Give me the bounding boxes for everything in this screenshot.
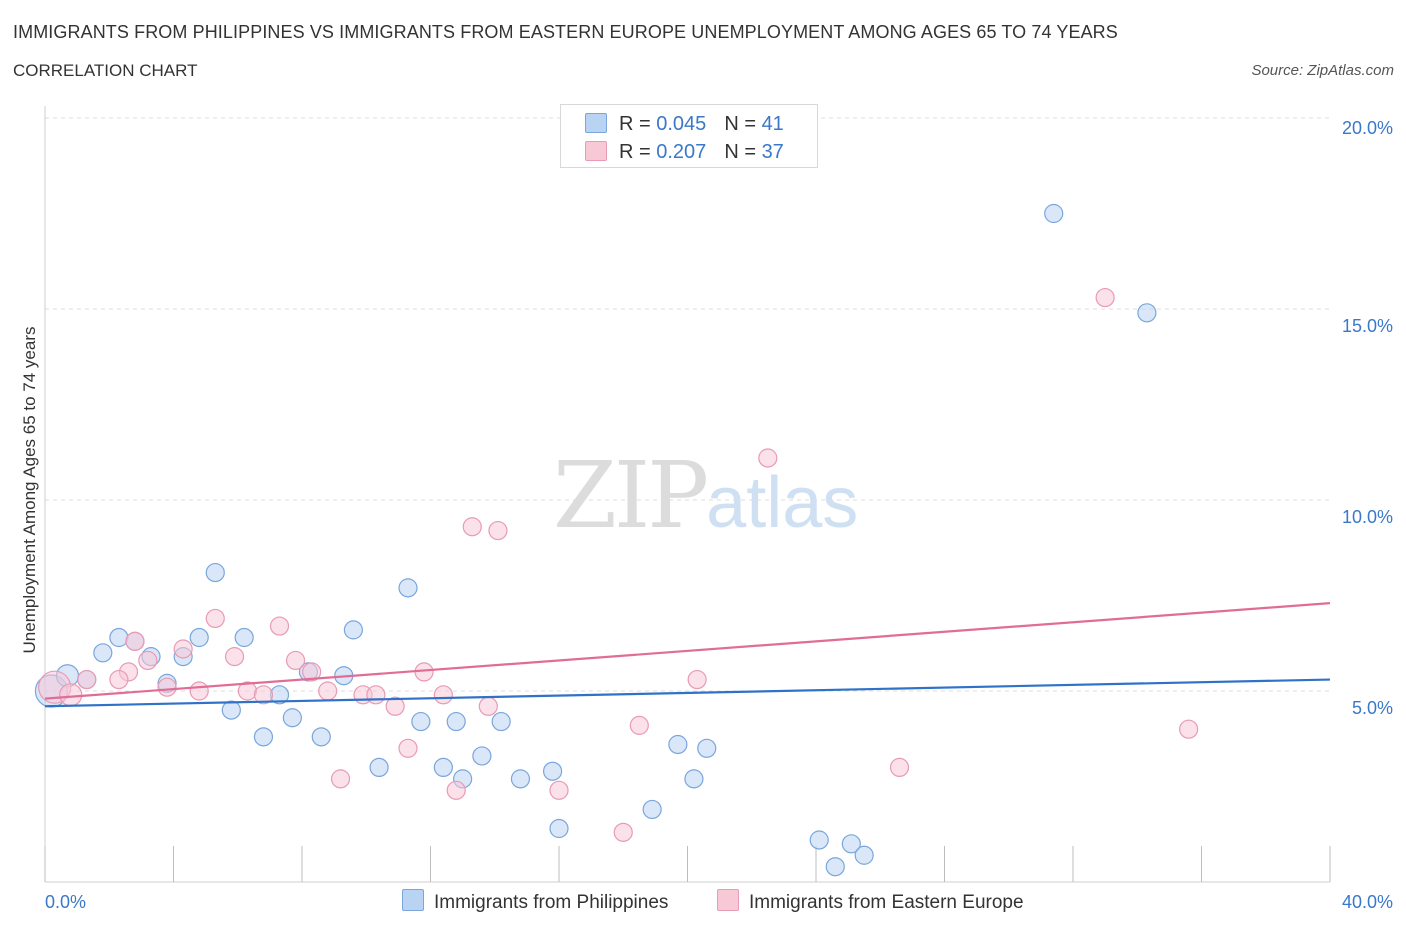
point-eastern-europe: [1179, 719, 1199, 739]
philippines-swatch: [585, 113, 607, 133]
point-philippines: [189, 627, 209, 648]
point-eastern-europe: [385, 696, 405, 716]
r-value-eastern-europe: 0.207: [656, 141, 707, 163]
point-philippines: [93, 643, 113, 663]
point-philippines: [854, 845, 874, 865]
point-philippines: [411, 711, 431, 732]
point-philippines: [684, 769, 704, 789]
point-philippines: [221, 700, 241, 720]
x-tick-label-max: 40.0%: [1342, 892, 1393, 912]
point-philippines: [809, 830, 829, 850]
point-philippines: [472, 746, 492, 766]
point-eastern-europe: [629, 715, 649, 735]
point-eastern-europe: [446, 780, 466, 800]
point-eastern-europe: [613, 822, 633, 842]
point-philippines: [205, 562, 225, 583]
point-eastern-europe: [302, 662, 322, 682]
point-philippines: [549, 818, 569, 839]
x-tick-label-min: 0.0%: [45, 892, 86, 912]
r-label: R =: [619, 113, 651, 135]
point-philippines: [697, 738, 717, 758]
point-eastern-europe: [285, 650, 306, 671]
chart-subtitle: CORRELATION CHART: [13, 61, 198, 80]
point-philippines: [542, 761, 563, 781]
point-eastern-europe: [433, 685, 453, 705]
n-label: N =: [724, 141, 756, 163]
point-philippines: [253, 727, 274, 747]
point-philippines: [398, 578, 418, 598]
r-value-philippines: 0.045: [656, 113, 707, 135]
y-tick-label: 10.0%: [1342, 507, 1393, 527]
point-philippines: [491, 711, 511, 732]
point-philippines: [433, 757, 453, 778]
legend-label-philippines: Immigrants from Philippines: [434, 892, 669, 913]
source-label: Source: ZipAtlas.com: [1251, 62, 1394, 79]
y-axis-label: Unemployment Among Ages 65 to 74 years: [20, 326, 39, 654]
point-eastern-europe: [488, 520, 508, 541]
n-value-philippines: 41: [761, 113, 784, 135]
trend-line-eastern-europe: [44, 602, 1331, 700]
point-eastern-europe: [59, 683, 83, 707]
point-philippines: [343, 620, 363, 640]
point-eastern-europe: [189, 681, 209, 701]
n-value-eastern-europe: 37: [761, 141, 784, 163]
point-eastern-europe: [687, 669, 707, 690]
r-label: R =: [619, 141, 651, 163]
point-philippines: [841, 834, 861, 854]
point-eastern-europe: [269, 616, 290, 636]
watermark-zip: ZIP: [553, 442, 709, 549]
point-eastern-europe: [173, 639, 193, 659]
point-eastern-europe: [157, 677, 177, 697]
point-philippines: [1044, 203, 1064, 224]
legend-row-philippines: R = 0.045 N = 41: [585, 113, 784, 137]
point-eastern-europe: [478, 696, 498, 716]
point-philippines: [282, 708, 302, 728]
y-tick-label: 20.0%: [1342, 118, 1393, 138]
eastern-europe-swatch: [717, 889, 739, 911]
legend-item-eastern-europe[interactable]: Immigrants from Eastern Europe: [717, 889, 1024, 914]
point-eastern-europe: [1095, 287, 1115, 308]
point-eastern-europe: [889, 757, 910, 778]
point-philippines: [311, 727, 331, 747]
point-eastern-europe: [549, 780, 569, 800]
point-eastern-europe: [109, 669, 129, 690]
point-philippines: [369, 757, 389, 778]
philippines-swatch: [402, 889, 424, 911]
point-eastern-europe: [330, 769, 351, 789]
trend-line-philippines: [44, 678, 1331, 708]
point-eastern-europe: [125, 631, 145, 651]
point-philippines: [1137, 303, 1157, 323]
correlation-legend: R = 0.045 N = 41 R = 0.207 N = 37: [560, 104, 818, 168]
point-philippines: [668, 734, 688, 755]
point-philippines: [510, 769, 531, 789]
legend-label-eastern-europe: Immigrants from Eastern Europe: [749, 892, 1024, 913]
n-label: N =: [724, 113, 756, 135]
y-tick-label: 15.0%: [1342, 316, 1393, 336]
eastern-europe-swatch: [585, 141, 607, 161]
legend-item-philippines[interactable]: Immigrants from Philippines: [402, 889, 668, 914]
point-eastern-europe: [138, 650, 158, 671]
y-tick-label: 5.0%: [1352, 698, 1393, 718]
point-philippines: [825, 857, 845, 877]
legend-row-eastern-europe: R = 0.207 N = 37: [585, 141, 784, 165]
point-eastern-europe: [318, 681, 338, 701]
point-eastern-europe: [462, 517, 482, 537]
point-philippines: [642, 799, 662, 820]
point-eastern-europe: [366, 685, 386, 705]
point-eastern-europe: [205, 608, 225, 629]
point-philippines: [234, 627, 254, 648]
chart-title: IMMIGRANTS FROM PHILIPPINES VS IMMIGRANT…: [13, 22, 1118, 42]
point-eastern-europe: [77, 669, 97, 690]
point-eastern-europe: [253, 685, 274, 705]
point-eastern-europe: [224, 647, 245, 667]
point-philippines: [109, 627, 129, 648]
watermark-atlas: atlas: [706, 463, 859, 543]
zipatlas-watermark: ZIPatlas: [553, 442, 858, 549]
point-philippines: [446, 711, 466, 732]
point-eastern-europe: [758, 448, 778, 468]
point-eastern-europe: [398, 738, 418, 758]
